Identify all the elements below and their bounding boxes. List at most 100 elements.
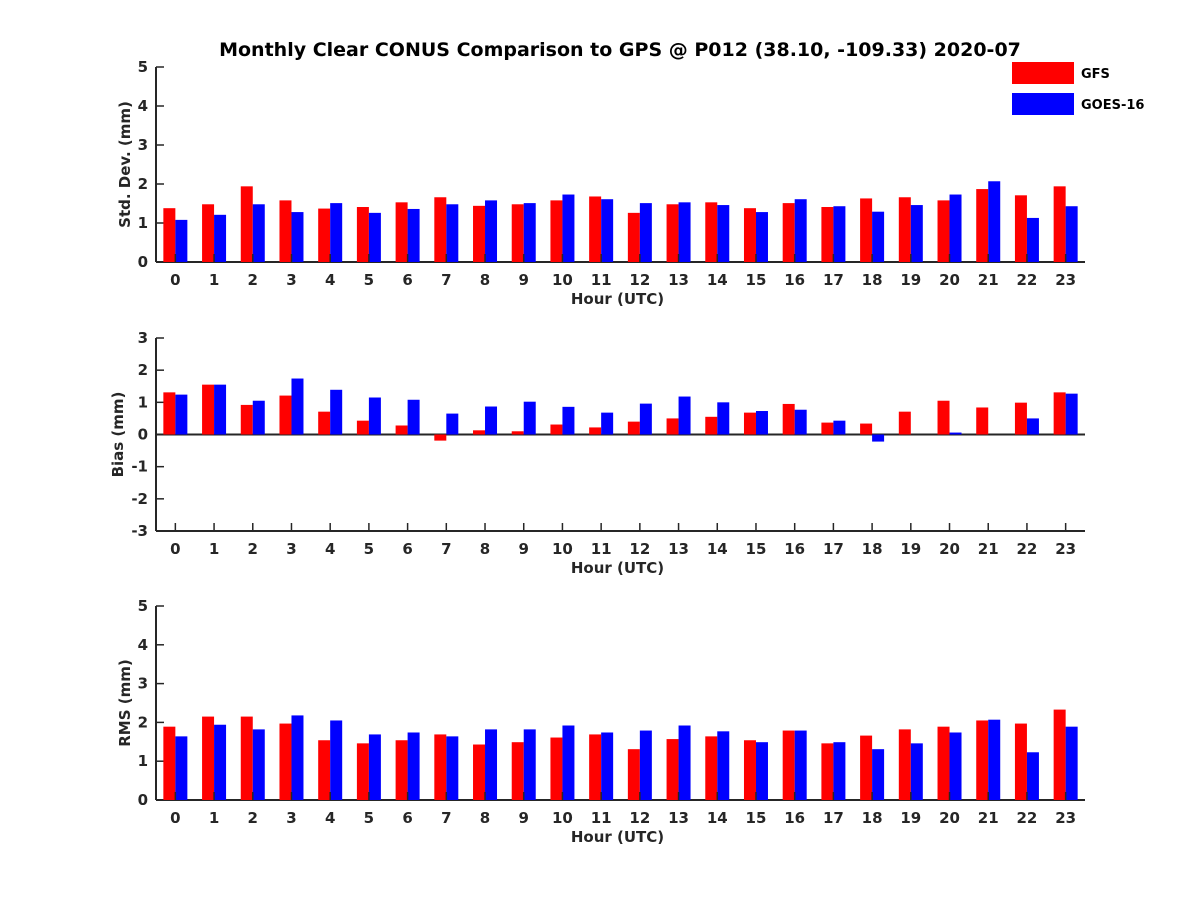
- bar-goes16-4: [330, 203, 343, 262]
- bar-gfs-10: [550, 737, 563, 800]
- x-tick-label: 19: [900, 271, 921, 289]
- bar-goes16-10: [562, 194, 575, 262]
- bar-gfs-22: [1014, 723, 1027, 800]
- x-tick-label: 14: [707, 809, 728, 827]
- bar-gfs-21: [976, 407, 989, 435]
- x-tick-label: 0: [170, 809, 180, 827]
- legend-swatch-0: [1012, 62, 1074, 84]
- bar-gfs-8: [473, 430, 486, 435]
- bar-goes16-14: [717, 402, 730, 435]
- bar-gfs-11: [589, 196, 602, 262]
- bar-goes16-11: [601, 199, 614, 262]
- bar-goes16-3: [291, 378, 304, 435]
- x-tick-label: 2: [248, 809, 258, 827]
- y-tick-label: 3: [138, 329, 148, 347]
- bar-goes16-4: [330, 389, 343, 435]
- bar-gfs-9: [511, 431, 524, 435]
- x-tick-label: 6: [402, 271, 412, 289]
- chart-title: Monthly Clear CONUS Comparison to GPS @ …: [219, 39, 1021, 61]
- bar-gfs-20: [937, 726, 950, 800]
- bar-gfs-15: [743, 740, 756, 800]
- y-tick-label: 3: [138, 675, 148, 693]
- x-tick-label: 17: [823, 540, 844, 558]
- bar-gfs-4: [318, 411, 331, 435]
- bar-goes16-3: [291, 212, 304, 262]
- bar-goes16-5: [368, 734, 381, 800]
- bar-gfs-19: [898, 197, 911, 262]
- y-tick-label: 5: [138, 597, 148, 615]
- bar-gfs-5: [356, 420, 369, 435]
- bar-gfs-8: [473, 205, 486, 262]
- x-tick-label: 16: [784, 809, 805, 827]
- x-tick-label: 5: [364, 809, 374, 827]
- bar-goes16-11: [601, 412, 614, 435]
- bar-gfs-1: [202, 384, 215, 435]
- x-tick-label: 1: [209, 809, 219, 827]
- bar-gfs-6: [395, 740, 408, 800]
- x-tick-label: 5: [364, 271, 374, 289]
- bar-goes16-13: [678, 725, 691, 800]
- bar-goes16-13: [678, 202, 691, 262]
- x-tick-label: 16: [784, 271, 805, 289]
- x-tick-label: 14: [707, 540, 728, 558]
- bar-goes16-20: [949, 732, 962, 800]
- bar-gfs-2: [240, 716, 253, 800]
- y-axis-label: RMS (mm): [116, 659, 134, 746]
- x-tick-label: 18: [862, 809, 883, 827]
- x-tick-label: 10: [552, 809, 573, 827]
- x-tick-label: 10: [552, 540, 573, 558]
- bar-gfs-3: [279, 395, 292, 435]
- y-tick-label: 1: [138, 214, 148, 232]
- x-tick-label: 20: [939, 540, 960, 558]
- x-tick-label: 22: [1017, 809, 1038, 827]
- bar-goes16-7: [446, 413, 459, 435]
- bar-gfs-17: [821, 743, 834, 800]
- y-tick-label: 4: [138, 636, 148, 654]
- bar-gfs-16: [782, 730, 795, 800]
- y-tick-label: 3: [138, 136, 148, 154]
- bar-gfs-22: [1014, 195, 1027, 262]
- legend: GFS GOES-16: [1012, 62, 1144, 115]
- bar-goes16-22: [1026, 217, 1039, 262]
- legend-label-1: GOES-16: [1081, 98, 1144, 113]
- bar-goes16-17: [833, 742, 846, 800]
- bar-goes16-17: [833, 206, 846, 262]
- x-tick-label: 23: [1055, 809, 1076, 827]
- x-tick-label: 12: [629, 809, 650, 827]
- x-tick-label: 11: [591, 809, 612, 827]
- x-tick-label: 23: [1055, 271, 1076, 289]
- bar-gfs-0: [163, 208, 176, 262]
- bar-gfs-7: [434, 734, 447, 800]
- bar-goes16-8: [485, 729, 498, 800]
- x-tick-label: 13: [668, 271, 689, 289]
- bar-gfs-18: [860, 198, 873, 262]
- x-tick-label: 2: [248, 271, 258, 289]
- bar-gfs-5: [356, 743, 369, 800]
- x-tick-label: 4: [325, 809, 335, 827]
- x-tick-label: 13: [668, 540, 689, 558]
- bar-gfs-11: [589, 427, 602, 435]
- x-tick-label: 0: [170, 271, 180, 289]
- y-tick-label: 1: [138, 393, 148, 411]
- bar-gfs-21: [976, 720, 989, 800]
- bar-goes16-1: [214, 724, 227, 800]
- x-tick-label: 22: [1017, 540, 1038, 558]
- bar-goes16-16: [794, 199, 807, 262]
- y-tick-label: 5: [138, 58, 148, 76]
- bar-gfs-10: [550, 200, 563, 262]
- bar-gfs-7: [434, 197, 447, 262]
- bar-gfs-15: [743, 208, 756, 262]
- x-tick-label: 8: [480, 540, 490, 558]
- bar-goes16-8: [485, 406, 498, 435]
- x-tick-label: 20: [939, 271, 960, 289]
- bar-gfs-18: [860, 735, 873, 800]
- x-tick-label: 9: [519, 540, 529, 558]
- x-tick-label: 11: [591, 540, 612, 558]
- bar-goes16-14: [717, 205, 730, 262]
- y-tick-label: -1: [131, 458, 148, 476]
- bar-goes16-0: [175, 219, 188, 262]
- bar-gfs-2: [240, 186, 253, 262]
- bar-gfs-8: [473, 744, 486, 800]
